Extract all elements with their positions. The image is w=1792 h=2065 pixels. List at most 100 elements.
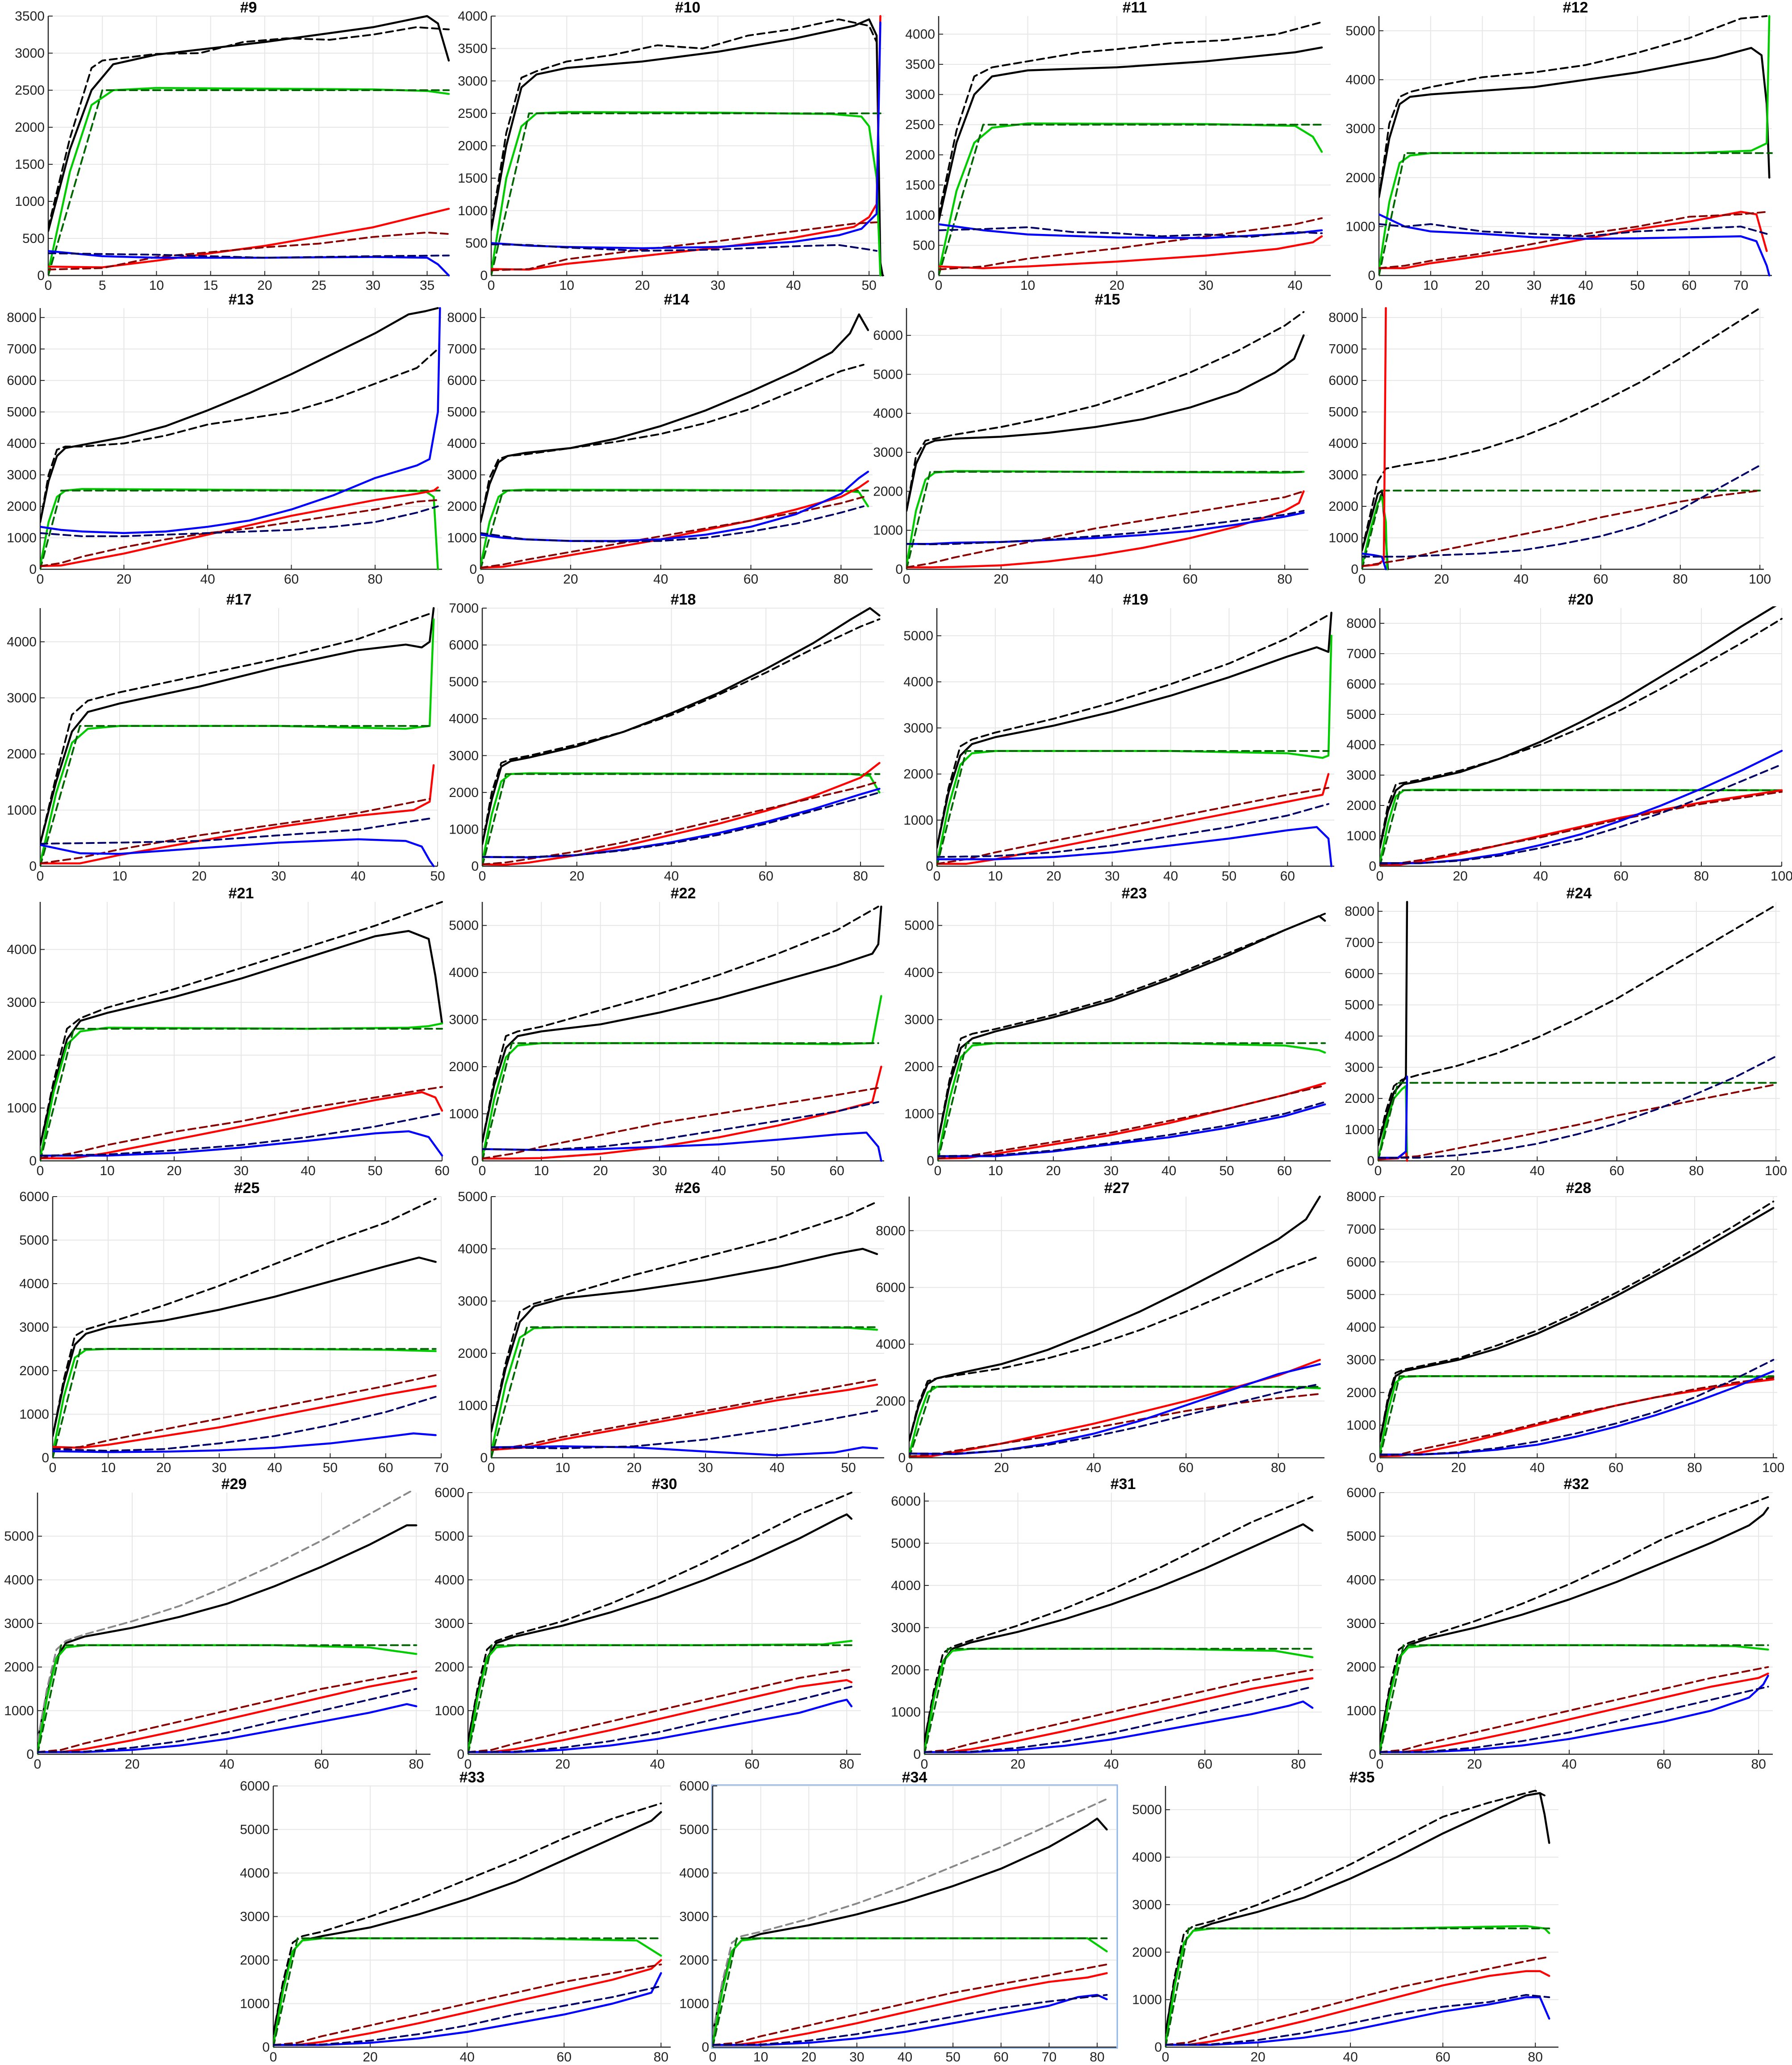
- series-line: [480, 363, 865, 523]
- x-tick-label: 0: [45, 278, 52, 293]
- y-tick-label: 5000: [1346, 1529, 1376, 1544]
- y-tick-label: 2000: [1132, 1945, 1162, 1960]
- x-tick-label: 40: [1530, 1164, 1545, 1178]
- x-tick-label: 20: [1451, 1460, 1466, 1475]
- y-tick-label: 5000: [1132, 1802, 1162, 1817]
- series-line: [40, 1112, 443, 1157]
- y-tick-label: 2000: [876, 1394, 906, 1409]
- x-tick-label: 60: [1609, 1164, 1624, 1178]
- series-line: [482, 618, 881, 845]
- series-line: [273, 1802, 662, 2035]
- series-line: [1380, 1506, 1769, 1742]
- y-tick-label: 6000: [1346, 677, 1376, 692]
- series-line: [937, 750, 1329, 867]
- series-line: [924, 1677, 1314, 1753]
- x-tick-label: 0: [1376, 869, 1384, 884]
- y-tick-label: 4000: [4, 1573, 34, 1587]
- x-tick-label: 50: [1630, 278, 1645, 293]
- y-tick-label: 0: [926, 859, 933, 874]
- series-line: [906, 490, 1305, 568]
- x-tick-label: 30: [698, 1460, 713, 1475]
- y-tick-label: 2000: [903, 767, 933, 782]
- y-tick-label: 500: [913, 238, 935, 253]
- y-tick-label: 1000: [7, 803, 37, 818]
- y-tick-label: 0: [1369, 859, 1376, 874]
- series-line: [1380, 1378, 1775, 1457]
- y-tick-label: 4000: [876, 1337, 906, 1352]
- series-line: [468, 1644, 852, 1755]
- y-tick-label: 1000: [903, 813, 933, 828]
- x-tick-label: 100: [1749, 572, 1771, 587]
- series-line: [480, 489, 869, 570]
- series-line: [1380, 763, 1783, 864]
- panel-title: #29: [221, 1476, 247, 1493]
- panel-title: #12: [1563, 0, 1588, 16]
- chart-panel-29: 0 20 40 60 80 0 1000 2000 3000 4000 5000 #29: [4, 1476, 430, 1772]
- y-tick-label: 0: [37, 268, 45, 283]
- series-line: [468, 1685, 852, 1753]
- series-line: [1379, 213, 1771, 276]
- y-tick-label: 5000: [1345, 24, 1375, 38]
- series-line: [1380, 750, 1783, 864]
- x-tick-label: 80: [1528, 2050, 1543, 2065]
- series-line: [938, 913, 1326, 1143]
- y-tick-label: 5000: [1346, 1287, 1376, 1302]
- x-tick-label: 10: [1020, 278, 1035, 293]
- chart-panel-27: 0 20 40 60 80 0 2000 4000 6000 8000 #27: [876, 1180, 1324, 1475]
- series-line: [48, 89, 450, 276]
- y-tick-label: 5000: [449, 675, 479, 689]
- y-tick-label: 2000: [19, 1364, 49, 1378]
- series-line: [482, 1065, 882, 1160]
- series-line: [906, 510, 1305, 546]
- y-tick-label: 3000: [1346, 1353, 1376, 1368]
- x-tick-label: 40: [1287, 278, 1302, 293]
- x-tick-label: 10: [100, 1164, 114, 1178]
- panel-title: #18: [671, 591, 696, 608]
- y-tick-label: 2000: [1346, 1385, 1376, 1400]
- series-line: [938, 1085, 1326, 1160]
- y-tick-label: 6000: [876, 1280, 906, 1295]
- x-tick-label: 80: [853, 869, 868, 884]
- series-line: [40, 486, 439, 567]
- x-tick-label: 20: [563, 572, 578, 587]
- x-tick-label: 20: [1046, 869, 1061, 884]
- series-line: [713, 1963, 1108, 2046]
- series-line: [491, 1378, 878, 1451]
- series-line: [482, 1131, 882, 1162]
- y-tick-label: 0: [1369, 1747, 1376, 1762]
- x-tick-label: 0: [37, 869, 44, 884]
- series-line: [909, 1393, 1321, 1457]
- y-tick-label: 3000: [7, 468, 37, 483]
- series-line: [909, 1383, 1321, 1455]
- x-tick-label: 20: [802, 2050, 816, 2065]
- x-tick-label: 40: [459, 2050, 474, 2065]
- x-tick-label: 60: [1613, 869, 1628, 884]
- series-line: [273, 1959, 662, 2046]
- x-tick-label: 60: [434, 1164, 449, 1178]
- series-line: [1380, 1359, 1775, 1456]
- x-tick-label: 0: [488, 278, 495, 293]
- series-line: [924, 1685, 1314, 1753]
- series-line: [38, 1644, 418, 1755]
- panel-title: #21: [229, 885, 254, 902]
- x-tick-label: 50: [841, 1460, 856, 1475]
- series-line: [482, 1042, 879, 1162]
- y-tick-label: 8000: [1346, 1189, 1376, 1204]
- chart-panel-13: 0 20 40 60 80 0 1000 2000 3000 4000 5000 6000 7000 80…: [7, 291, 443, 587]
- x-tick-label: 30: [849, 2050, 864, 2065]
- x-tick-label: 50: [430, 869, 445, 884]
- y-tick-label: 0: [29, 562, 37, 577]
- y-tick-label: 2000: [458, 139, 488, 154]
- y-tick-label: 3000: [7, 691, 37, 705]
- series-line: [937, 803, 1329, 858]
- y-tick-label: 2000: [891, 1663, 921, 1677]
- series-line: [491, 1326, 878, 1454]
- series-line: [1165, 1956, 1550, 2046]
- chart-panel-20: 0 20 40 60 80 1000100020003000400050006000700…: [1346, 591, 1792, 884]
- series-line: [1379, 47, 1771, 198]
- x-tick-label: 50: [945, 2050, 960, 2065]
- y-tick-label: 2000: [905, 148, 935, 163]
- series-line: [48, 231, 450, 271]
- series-line: [468, 1492, 852, 1742]
- series-line: [40, 798, 431, 864]
